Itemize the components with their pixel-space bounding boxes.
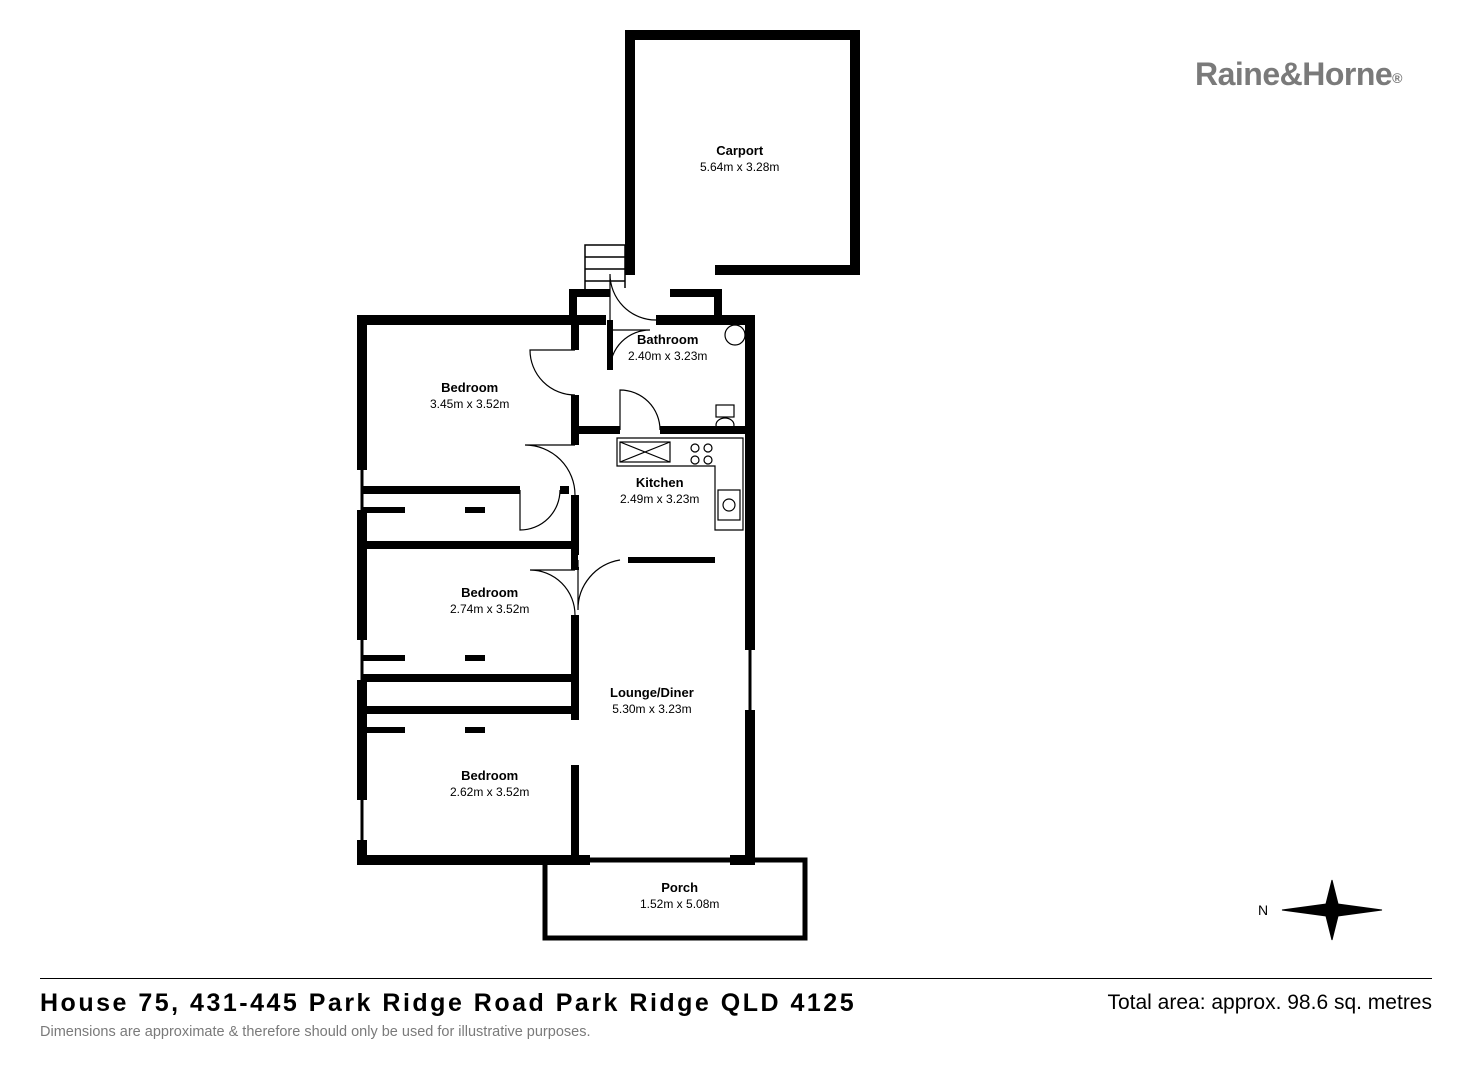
room-name: Carport [700, 143, 779, 160]
brand-logo: Raine&Horne® [1195, 56, 1402, 93]
room-name: Bedroom [450, 585, 529, 602]
bathroom-fixtures [716, 325, 745, 432]
kitchen-label: Kitchen 2.49m x 3.23m [620, 475, 699, 507]
disclaimer-text: Dimensions are approximate & therefore s… [40, 1024, 1432, 1040]
steps-icon [585, 245, 625, 293]
room-name: Bedroom [430, 380, 509, 397]
bathroom-label: Bathroom 2.40m x 3.23m [628, 332, 707, 364]
lounge-label: Lounge/Diner 5.30m x 3.23m [610, 685, 694, 717]
bedroom2-label: Bedroom 2.74m x 3.52m [450, 585, 529, 617]
compass-north-label: N [1258, 902, 1268, 918]
bedroom1-label: Bedroom 3.45m x 3.52m [430, 380, 509, 412]
footer-divider [40, 978, 1432, 979]
compass-icon: N [1272, 870, 1392, 950]
room-name: Bathroom [628, 332, 707, 349]
interior-walls [362, 320, 750, 860]
trademark-symbol: ® [1392, 70, 1402, 86]
room-dims: 3.45m x 3.52m [430, 397, 509, 413]
room-dims: 1.52m x 5.08m [640, 897, 719, 913]
floorplan-diagram: Carport 5.64m x 3.28m Bathroom 2.40m x 3… [320, 30, 940, 950]
bedroom3-label: Bedroom 2.62m x 3.52m [450, 768, 529, 800]
room-dims: 2.62m x 3.52m [450, 785, 529, 801]
carport-label: Carport 5.64m x 3.28m [700, 143, 779, 175]
room-dims: 2.49m x 3.23m [620, 492, 699, 508]
room-name: Bedroom [450, 768, 529, 785]
room-dims: 2.74m x 3.52m [450, 602, 529, 618]
footer: House 75, 431-445 Park Ridge Road Park R… [40, 978, 1432, 1040]
room-dims: 5.30m x 3.23m [610, 702, 694, 718]
room-name: Porch [640, 880, 719, 897]
house-outline [356, 314, 757, 868]
porch-label: Porch 1.52m x 5.08m [640, 880, 719, 912]
room-name: Kitchen [620, 475, 699, 492]
room-dims: 5.64m x 3.28m [700, 160, 779, 176]
room-name: Lounge/Diner [610, 685, 694, 702]
brand-name: Raine&Horne [1195, 56, 1392, 92]
total-area-text: Total area: approx. 98.6 sq. metres [1107, 991, 1432, 1015]
room-dims: 2.40m x 3.23m [628, 349, 707, 365]
property-address: House 75, 431-445 Park Ridge Road Park R… [40, 989, 856, 1018]
